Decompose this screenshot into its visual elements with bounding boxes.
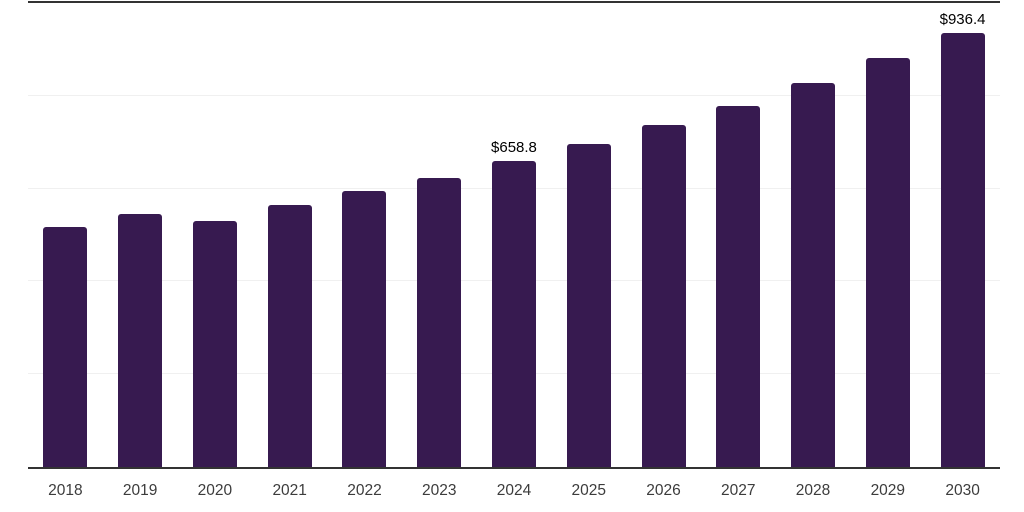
x-tick-2029: 2029	[870, 482, 906, 499]
bar-2024: $658.8	[491, 139, 537, 467]
bar-slot-2028	[776, 3, 851, 467]
bar-2029	[865, 58, 910, 467]
bar-2027	[716, 105, 761, 467]
x-tick-2020: 2020	[197, 482, 233, 499]
bar-2025	[566, 144, 611, 467]
bar-value-label-2030: $936.4	[939, 10, 986, 28]
bar-slot-2030: $936.4	[925, 3, 1000, 467]
bar-2030: $936.4	[940, 11, 986, 467]
bar-2018	[43, 227, 88, 467]
x-tick-2026: 2026	[646, 482, 681, 499]
x-tick-2023: 2023	[421, 482, 457, 499]
x-tick-2018: 2018	[48, 482, 83, 499]
bar-value-label-2024: $658.8	[491, 139, 537, 157]
x-tick-2025: 2025	[571, 482, 606, 499]
bar-2020	[192, 220, 237, 467]
bar-2019	[118, 213, 163, 467]
x-tick-2030: 2030	[945, 482, 980, 499]
x-tick-2019: 2019	[122, 482, 158, 499]
bar-2026	[641, 125, 686, 467]
bar-slot-2021	[252, 3, 327, 467]
bar-2023	[417, 178, 462, 467]
bar-2028	[791, 82, 836, 467]
bar-series: $658.8 $936.4	[28, 3, 1000, 467]
x-tick-2028: 2028	[795, 482, 831, 499]
bar-slot-2018	[28, 3, 103, 467]
plot-area: $658.8 $936.4	[28, 1, 1000, 469]
bar-slot-2024: $658.8	[477, 3, 552, 467]
x-tick-2024: 2024	[496, 482, 532, 499]
bar-slot-2029	[850, 3, 925, 467]
bar-2021	[267, 204, 312, 467]
bar-slot-2023	[402, 3, 477, 467]
bar-slot-2020	[178, 3, 253, 467]
bar-slot-2026	[626, 3, 701, 467]
x-tick-2022: 2022	[347, 482, 382, 499]
bar-2022	[342, 191, 387, 467]
bar-slot-2022	[327, 3, 402, 467]
bar-slot-2019	[103, 3, 178, 467]
x-tick-2021: 2021	[272, 482, 307, 499]
x-tick-2027: 2027	[721, 482, 756, 499]
gridline-800	[28, 94, 1000, 96]
x-axis: 2018 2019 2020 2021 2022 2023 2024 2025 2026 2027…	[28, 481, 1000, 501]
bar-slot-2025	[551, 3, 626, 467]
bar-slot-2027	[701, 3, 776, 467]
